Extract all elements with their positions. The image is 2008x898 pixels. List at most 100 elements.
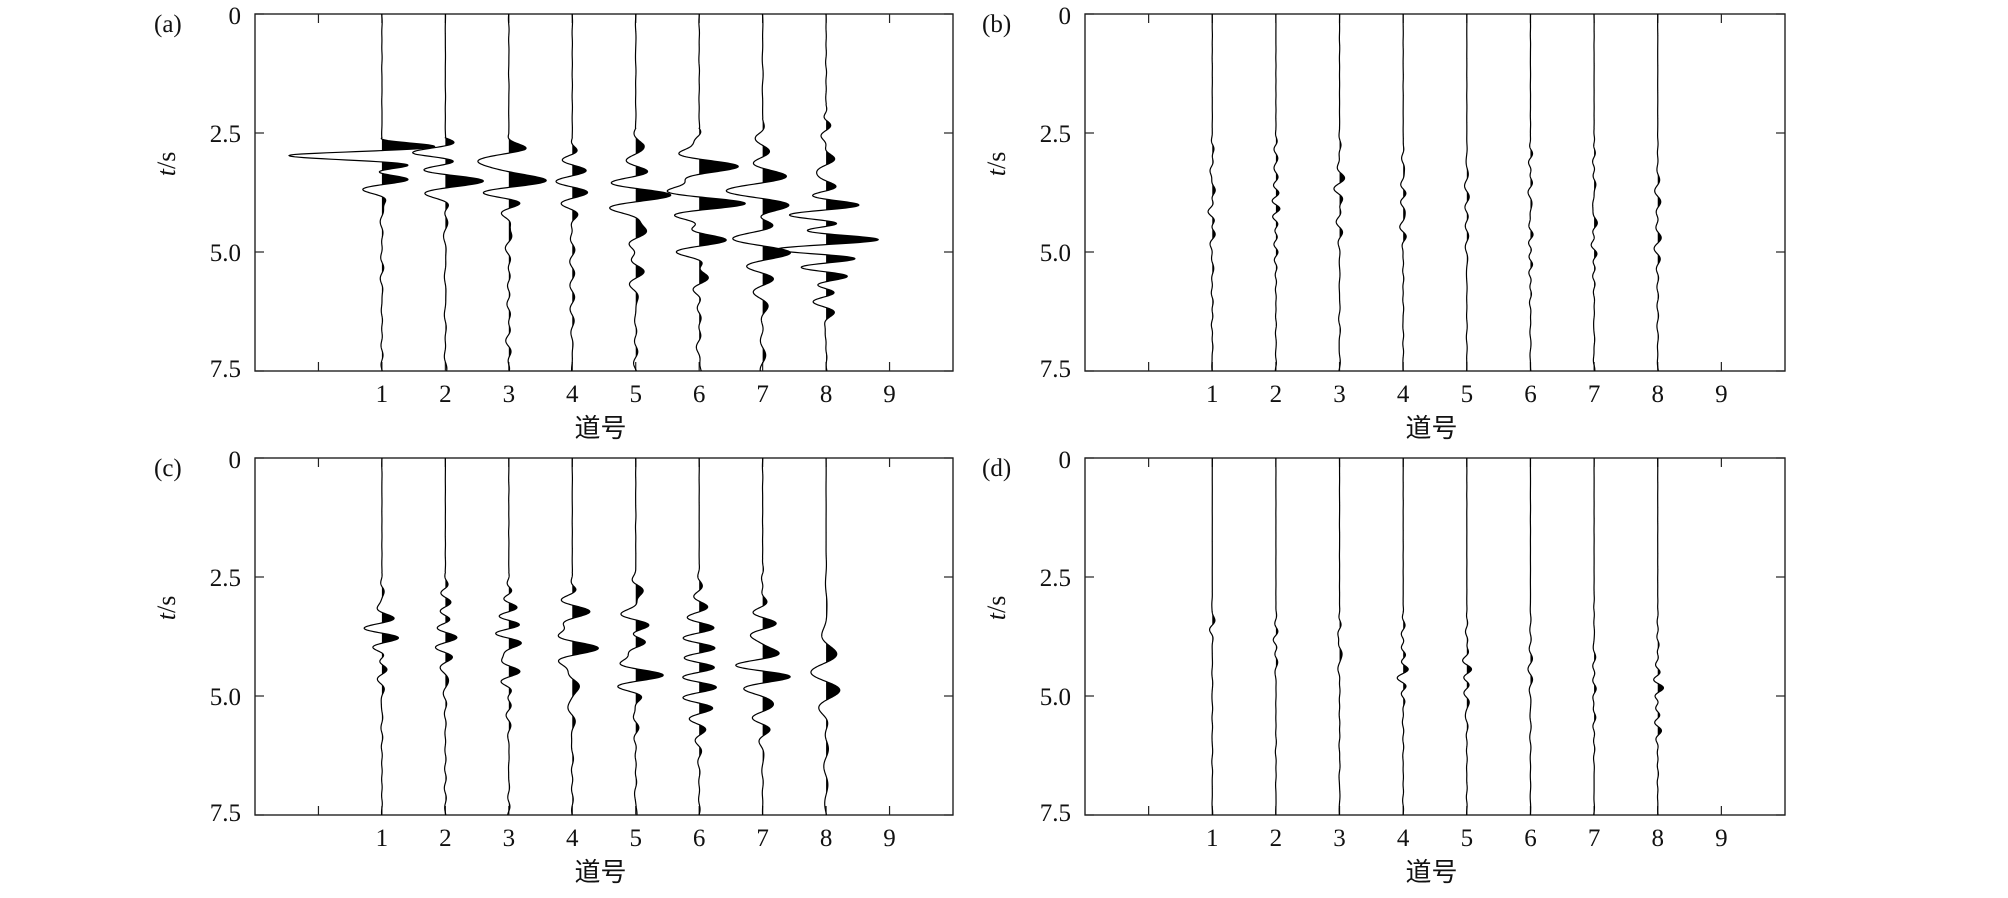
trace-5 <box>609 13 672 372</box>
trace-fill <box>826 288 835 297</box>
trace-7 <box>1592 457 1597 816</box>
trace-fill <box>635 693 642 705</box>
trace-2 <box>1272 458 1279 816</box>
x-tick-label: 3 <box>1333 825 1346 852</box>
trace-line <box>666 13 746 372</box>
x-tick-label: 1 <box>1206 381 1219 408</box>
panel-c: (c) 0 2.5 5.0 7.5 1 2 3 4 5 6 7 8 9 道号 t/s <box>152 447 954 887</box>
x-tick-label: 1 <box>376 381 389 408</box>
trace-3 <box>1337 458 1343 816</box>
x-axis-title: 道号 <box>1405 414 1457 443</box>
trace-8 <box>1653 14 1662 372</box>
trace-line <box>1463 14 1470 372</box>
x-tick-label: 5 <box>1461 825 1474 852</box>
x-tick-label: 1 <box>1206 825 1219 852</box>
trace-fill <box>635 188 671 203</box>
y-tick-label: 5.0 <box>1040 240 1071 267</box>
trace-line <box>617 458 664 816</box>
x-tick-label: 8 <box>820 825 833 852</box>
trace-fill <box>508 620 520 629</box>
y-tick-label: 5.0 <box>1040 684 1071 711</box>
x-tick-label: 2 <box>1270 381 1283 408</box>
trace-fill <box>1594 217 1598 229</box>
plot-frame <box>254 13 954 372</box>
x-tick-label: 6 <box>693 825 706 852</box>
trace-5 <box>1462 457 1473 816</box>
trace-fill <box>572 165 587 176</box>
trace-line <box>1396 458 1409 816</box>
x-tick-label: 9 <box>1715 825 1728 852</box>
trace-3 <box>495 458 522 816</box>
trace-7 <box>1590 14 1598 372</box>
plot-frame <box>254 457 954 816</box>
y-tick-label: 7.5 <box>210 356 241 383</box>
trace-fill <box>572 210 578 222</box>
panel-a: (a) 0 2.5 5.0 7.5 1 2 3 4 5 6 7 8 9 道号 t/s <box>152 3 954 443</box>
trace-2 <box>434 457 458 816</box>
x-tick-label: 9 <box>883 381 896 408</box>
panel-b: (b) 0 2.5 5.0 7.5 1 2 3 4 5 6 7 8 9 道号 t/s <box>982 3 1786 443</box>
y-tick-label: 2.5 <box>210 565 241 592</box>
trace-fill <box>1339 172 1345 184</box>
trace-4 <box>555 13 589 372</box>
trace-fill <box>381 196 386 216</box>
trace-line <box>412 14 484 372</box>
x-tick-label: 1 <box>376 825 389 852</box>
trace-fill <box>445 216 448 229</box>
y-axis-title: t/s <box>152 596 181 621</box>
x-tick-label: 4 <box>1397 825 1410 852</box>
trace-fill <box>508 701 512 710</box>
trace-fill <box>699 159 739 175</box>
trace-fill <box>826 120 831 131</box>
trace-2 <box>412 14 484 372</box>
panel-d: (d) 0 2.5 5.0 7.5 1 2 3 4 5 6 7 8 9 道号 t/s <box>982 447 1786 887</box>
trace-fill <box>508 139 527 154</box>
trace-line <box>1271 14 1281 371</box>
y-axis-title: t/s <box>982 596 1011 621</box>
x-tick-label: 3 <box>1333 381 1346 408</box>
trace-line <box>1592 457 1597 816</box>
y-tick-label: 7.5 <box>1040 800 1071 827</box>
trace-fill <box>445 174 484 189</box>
panel-label: (d) <box>982 455 1011 482</box>
trace-fill <box>635 217 647 239</box>
trace-fill <box>572 641 599 656</box>
trace-fill <box>762 300 769 315</box>
trace-fill <box>699 197 746 211</box>
trace-7 <box>725 13 792 372</box>
trace-fill <box>826 199 859 210</box>
x-axis-title: 道号 <box>1405 858 1457 887</box>
trace-line <box>557 458 599 816</box>
trace-line <box>609 13 672 372</box>
trace-fill <box>635 669 664 682</box>
trace-6 <box>1527 14 1534 372</box>
trace-line <box>1272 458 1279 816</box>
trace-fill <box>1403 665 1409 674</box>
x-tick-label: 6 <box>1524 381 1537 408</box>
trace-2 <box>1271 14 1281 371</box>
trace-line <box>1207 13 1216 372</box>
trace-line <box>1527 14 1534 372</box>
trace-4 <box>1396 458 1409 816</box>
x-tick-label: 8 <box>820 381 833 408</box>
x-tick-label: 5 <box>629 825 642 852</box>
y-tick-label: 7.5 <box>210 800 241 827</box>
trace-3 <box>1333 14 1346 372</box>
trace-4 <box>1399 14 1407 372</box>
x-tick-label: 2 <box>439 381 452 408</box>
y-tick-label: 2.5 <box>1040 565 1071 592</box>
panel-label: (c) <box>154 455 182 482</box>
trace-line <box>1590 14 1598 372</box>
x-tick-label: 5 <box>1461 381 1474 408</box>
trace-line <box>735 457 791 816</box>
trace-fill <box>508 666 520 677</box>
x-tick-label: 6 <box>1524 825 1537 852</box>
y-tick-label: 0 <box>1059 447 1072 474</box>
trace-fill <box>699 622 714 633</box>
trace-line <box>1462 457 1473 816</box>
x-tick-label: 7 <box>756 381 769 408</box>
trace-fill <box>699 643 715 654</box>
trace-5 <box>1463 14 1470 372</box>
trace-line <box>725 13 792 372</box>
